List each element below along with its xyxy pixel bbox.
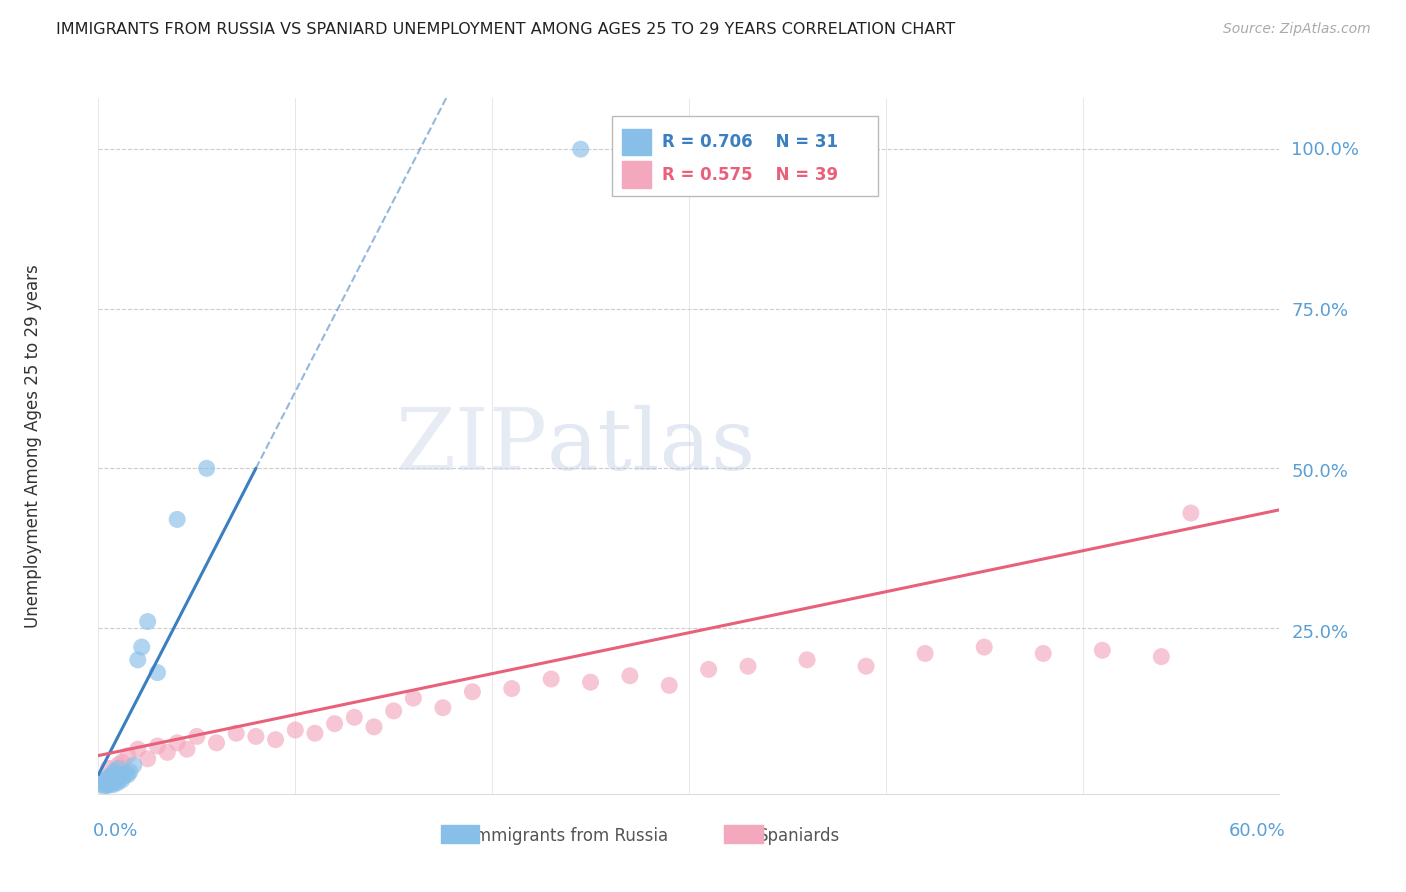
Point [1180,506,1202,520]
Text: 25.0%: 25.0% [1291,624,1348,642]
Point [186,730,208,744]
Point [93,779,115,793]
Point [118,764,141,779]
Point [98,769,121,783]
Point [166,736,188,750]
Point [111,772,134,787]
Point [323,716,346,731]
Point [914,647,936,661]
Point [107,758,129,772]
Text: Spaniards: Spaniards [758,827,839,845]
Point [579,675,602,690]
Point [111,755,134,769]
Text: 100.0%: 100.0% [1291,141,1360,159]
Point [117,748,139,763]
Point [540,672,562,686]
Point [973,640,995,654]
FancyBboxPatch shape [612,116,877,195]
Bar [441,825,479,843]
Text: 60.0%: 60.0% [1229,822,1285,839]
Point [136,752,159,766]
Point [264,732,287,747]
Point [156,745,179,759]
Point [402,691,425,706]
Point [343,710,366,724]
Text: 75.0%: 75.0% [1291,301,1348,319]
Point [1032,647,1054,661]
Point [101,775,124,789]
Point [855,659,877,673]
Point [737,659,759,673]
Point [146,665,169,680]
Point [166,512,188,526]
Point [697,662,720,676]
Point [619,669,641,683]
Point [89,777,111,791]
Point [304,726,326,740]
Point [107,775,129,789]
Point [101,768,124,782]
Point [108,771,131,785]
Point [127,742,149,756]
Point [382,704,405,718]
Point [97,761,120,775]
Point [117,768,139,782]
Text: ZIP: ZIP [395,404,547,488]
Point [115,766,138,780]
Point [127,653,149,667]
Point [98,778,121,792]
Bar [621,128,651,155]
Point [96,772,118,787]
Text: atlas: atlas [547,404,756,488]
Point [146,739,169,753]
Point [97,771,120,785]
Point [122,758,145,772]
Point [461,685,484,699]
Text: IMMIGRANTS FROM RUSSIA VS SPANIARD UNEMPLOYMENT AMONG AGES 25 TO 29 YEARS CORREL: IMMIGRANTS FROM RUSSIA VS SPANIARD UNEMP… [56,22,956,37]
Text: Source: ZipAtlas.com: Source: ZipAtlas.com [1223,22,1371,37]
Point [103,777,125,791]
Point [225,726,247,740]
Point [284,723,307,737]
Text: R = 0.706    N = 31: R = 0.706 N = 31 [662,133,838,151]
Point [569,142,592,156]
Point [112,769,135,783]
Point [796,653,818,667]
Point [105,774,128,789]
Point [103,764,125,779]
Point [658,678,681,692]
Point [245,730,267,744]
Text: Unemployment Among Ages 25 to 29 years: Unemployment Among Ages 25 to 29 years [24,264,42,628]
Text: 50.0%: 50.0% [1291,463,1348,481]
Bar [724,825,762,843]
Point [1150,649,1173,664]
Point [176,742,198,756]
Point [96,779,118,793]
Point [205,736,228,750]
Point [1091,643,1114,657]
Point [93,774,115,789]
Point [97,777,120,791]
Point [195,461,218,475]
Point [131,640,153,654]
Point [91,775,114,789]
Point [432,700,454,714]
Point [107,761,129,775]
Text: Immigrants from Russia: Immigrants from Russia [471,827,669,845]
Text: R = 0.575    N = 39: R = 0.575 N = 39 [662,166,838,184]
Point [501,681,523,696]
Point [136,615,159,629]
Bar [621,161,651,188]
Point [363,720,385,734]
Text: 0.0%: 0.0% [93,822,138,839]
